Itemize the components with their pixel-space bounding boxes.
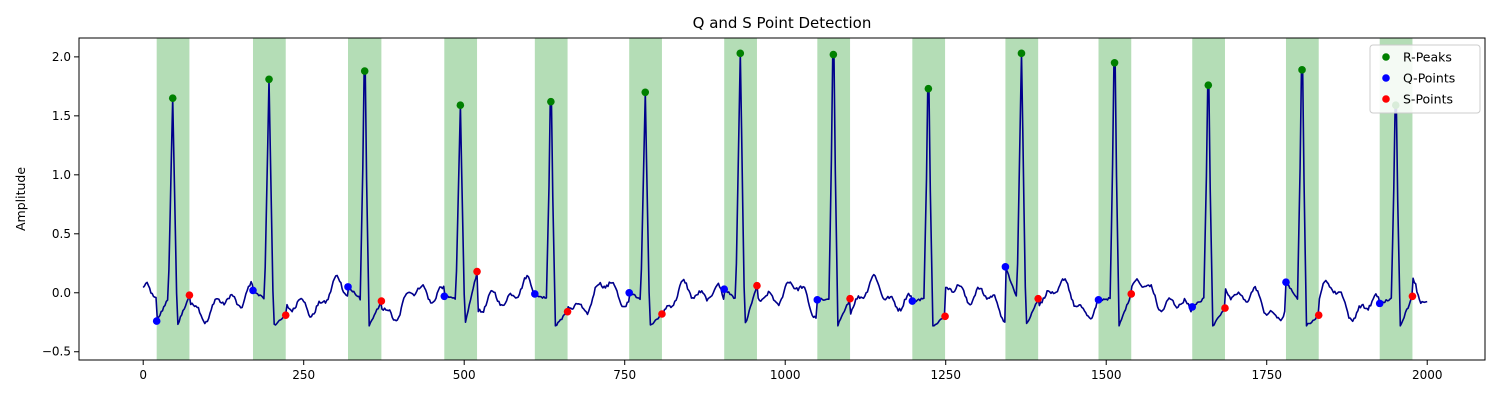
q-point (531, 290, 539, 298)
q-point (720, 285, 729, 294)
qrs-shaded-region (629, 38, 662, 360)
q-point (1001, 263, 1010, 271)
qrs-shaded-region (444, 38, 478, 360)
y-axis-label: Amplitude (13, 167, 28, 231)
x-tick-label: 1000 (770, 368, 801, 382)
x-tick-label: 1250 (930, 368, 961, 382)
q-point (813, 296, 822, 304)
s-point (753, 281, 761, 290)
chart-title: Q and S Point Detection (693, 14, 872, 32)
s-point (846, 294, 854, 303)
y-tick-label: −0.5 (42, 345, 71, 359)
legend: R-Peaks Q-Points S-Points (1369, 44, 1481, 114)
s-point (1221, 304, 1229, 312)
legend-marker (1382, 95, 1390, 103)
r-peak-point (736, 49, 745, 58)
r-peak-point (1110, 58, 1119, 67)
q-point (908, 297, 917, 305)
r-peak-point (1204, 81, 1213, 89)
q-point (440, 292, 449, 301)
x-tick-label: 0 (139, 368, 147, 382)
x-tick-label: 2000 (1412, 368, 1443, 382)
q-point (344, 283, 352, 291)
s-point (185, 291, 194, 299)
s-point (377, 297, 386, 305)
x-tick-label: 250 (292, 368, 315, 382)
qrs-shaded-region (156, 38, 190, 360)
s-point (1314, 311, 1323, 319)
detected-points (152, 49, 1417, 325)
y-tick-label: 2.0 (52, 50, 71, 64)
y-tick-label: 0.5 (52, 227, 71, 241)
legend-label: R-Peaks (1403, 50, 1452, 65)
s-point (473, 267, 481, 276)
legend-label: Q-Points (1403, 71, 1455, 86)
s-point (1034, 294, 1042, 303)
plot-frame (78, 37, 1486, 361)
legend-box (1369, 44, 1481, 114)
legend-marker (1382, 53, 1390, 61)
q-point (152, 317, 161, 325)
y-tick-label: 1.5 (52, 109, 71, 123)
x-tick-label: 1750 (1251, 368, 1282, 382)
s-point (1408, 292, 1417, 301)
y-tick-label: 1.0 (52, 168, 71, 182)
q-point (249, 286, 257, 295)
r-peak-point (168, 94, 177, 102)
x-tick-label: 1500 (1091, 368, 1122, 382)
y-axis: −0.5 0.0 0.5 1.0 1.5 2.0 (42, 50, 79, 359)
legend-label: S-Points (1403, 92, 1453, 107)
q-point (1094, 296, 1103, 304)
s-point (658, 310, 666, 318)
x-tick-label: 750 (613, 368, 636, 382)
s-point (941, 312, 949, 321)
s-point (1127, 290, 1136, 298)
r-peak-point (547, 97, 555, 106)
qrs-shaded-regions (156, 38, 1413, 360)
y-tick-label: 0.0 (52, 286, 71, 300)
s-point (281, 311, 290, 319)
q-point (1282, 278, 1290, 286)
r-peak-point (924, 84, 933, 93)
r-peak-point (1298, 66, 1306, 74)
ecg-signal-line (142, 52, 1428, 327)
r-peak-point (456, 101, 465, 110)
x-axis: 0 250 500 750 1000 1250 1500 1750 2000 (139, 360, 1442, 382)
r-peak-point (265, 75, 273, 84)
s-point (563, 307, 572, 316)
x-tick-label: 500 (453, 368, 476, 382)
q-point (1375, 299, 1384, 308)
r-peak-point (1017, 49, 1026, 58)
r-peak-point (641, 88, 650, 97)
r-peak-point (360, 67, 369, 75)
q-point (1188, 303, 1197, 311)
q-point (625, 288, 634, 297)
legend-marker (1382, 74, 1390, 82)
qrs-shaded-region (348, 38, 382, 360)
qrs-shaded-region (534, 38, 568, 360)
r-peak-point (829, 50, 838, 59)
